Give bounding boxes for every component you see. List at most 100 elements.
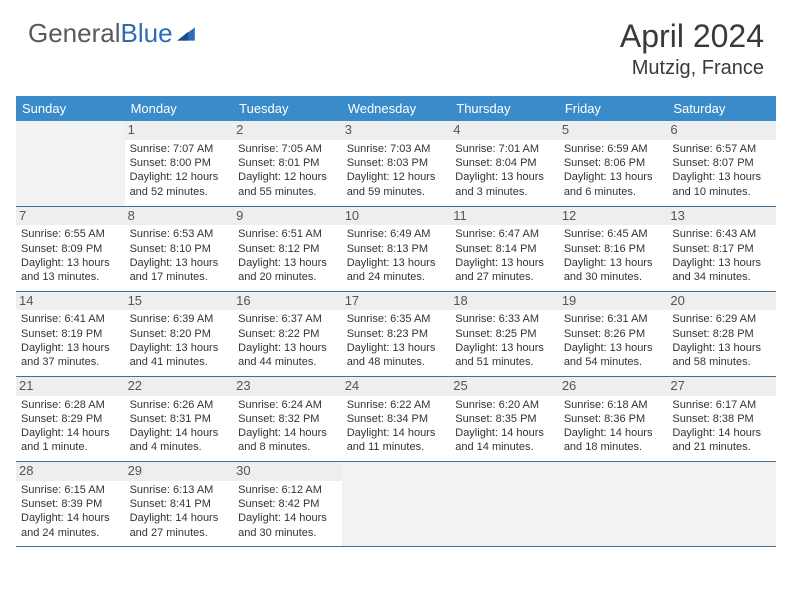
calendar-day-cell: 8Sunrise: 6:53 AMSunset: 8:10 PMDaylight…	[125, 206, 234, 291]
sunset-line: Sunset: 8:20 PM	[130, 327, 229, 341]
calendar-day-cell: 5Sunrise: 6:59 AMSunset: 8:06 PMDaylight…	[559, 121, 668, 206]
calendar-day-cell: 18Sunrise: 6:33 AMSunset: 8:25 PMDayligh…	[450, 291, 559, 376]
day-number: 2	[233, 121, 342, 140]
sunrise-line: Sunrise: 6:33 AM	[455, 312, 554, 326]
day-header: Tuesday	[233, 96, 342, 121]
day-number: 15	[125, 292, 234, 311]
day-number: 1	[125, 121, 234, 140]
sunset-line: Sunset: 8:38 PM	[672, 412, 771, 426]
calendar-day-cell: 19Sunrise: 6:31 AMSunset: 8:26 PMDayligh…	[559, 291, 668, 376]
daylight-line: Daylight: 13 hours and 27 minutes.	[455, 256, 554, 285]
day-header: Saturday	[667, 96, 776, 121]
calendar-day-cell: 24Sunrise: 6:22 AMSunset: 8:34 PMDayligh…	[342, 376, 451, 461]
calendar-day-cell: 13Sunrise: 6:43 AMSunset: 8:17 PMDayligh…	[667, 206, 776, 291]
day-number: 16	[233, 292, 342, 311]
calendar-day-cell: 10Sunrise: 6:49 AMSunset: 8:13 PMDayligh…	[342, 206, 451, 291]
daylight-line: Daylight: 14 hours and 8 minutes.	[238, 426, 337, 455]
sunrise-line: Sunrise: 6:29 AM	[672, 312, 771, 326]
daylight-line: Daylight: 13 hours and 24 minutes.	[347, 256, 446, 285]
logo: GeneralBlue	[28, 18, 197, 49]
daylight-line: Daylight: 14 hours and 18 minutes.	[564, 426, 663, 455]
sunset-line: Sunset: 8:16 PM	[564, 242, 663, 256]
logo-word2: Blue	[121, 18, 173, 48]
sunset-line: Sunset: 8:29 PM	[21, 412, 120, 426]
day-number: 3	[342, 121, 451, 140]
calendar-day-cell: 6Sunrise: 6:57 AMSunset: 8:07 PMDaylight…	[667, 121, 776, 206]
sunset-line: Sunset: 8:32 PM	[238, 412, 337, 426]
header: GeneralBlue April 2024 Mutzig, France	[0, 0, 792, 90]
calendar-week-row: 1Sunrise: 7:07 AMSunset: 8:00 PMDaylight…	[16, 121, 776, 206]
sunset-line: Sunset: 8:36 PM	[564, 412, 663, 426]
sunrise-line: Sunrise: 6:41 AM	[21, 312, 120, 326]
location: Mutzig, France	[620, 57, 764, 80]
sunset-line: Sunset: 8:13 PM	[347, 242, 446, 256]
calendar-empty-cell	[559, 461, 668, 546]
daylight-line: Daylight: 12 hours and 52 minutes.	[130, 170, 229, 199]
logo-triangle-icon	[175, 23, 197, 45]
daylight-line: Daylight: 12 hours and 59 minutes.	[347, 170, 446, 199]
sunset-line: Sunset: 8:39 PM	[21, 497, 120, 511]
day-header: Thursday	[450, 96, 559, 121]
calendar-day-cell: 20Sunrise: 6:29 AMSunset: 8:28 PMDayligh…	[667, 291, 776, 376]
calendar-day-cell: 4Sunrise: 7:01 AMSunset: 8:04 PMDaylight…	[450, 121, 559, 206]
sunset-line: Sunset: 8:28 PM	[672, 327, 771, 341]
calendar-empty-cell	[667, 461, 776, 546]
day-number: 27	[667, 377, 776, 396]
daylight-line: Daylight: 13 hours and 58 minutes.	[672, 341, 771, 370]
sunrise-line: Sunrise: 6:15 AM	[21, 483, 120, 497]
sunset-line: Sunset: 8:41 PM	[130, 497, 229, 511]
sunset-line: Sunset: 8:31 PM	[130, 412, 229, 426]
daylight-line: Daylight: 13 hours and 17 minutes.	[130, 256, 229, 285]
daylight-line: Daylight: 14 hours and 21 minutes.	[672, 426, 771, 455]
sunrise-line: Sunrise: 7:01 AM	[455, 142, 554, 156]
sunset-line: Sunset: 8:17 PM	[672, 242, 771, 256]
day-number: 26	[559, 377, 668, 396]
sunset-line: Sunset: 8:04 PM	[455, 156, 554, 170]
daylight-line: Daylight: 13 hours and 34 minutes.	[672, 256, 771, 285]
daylight-line: Daylight: 14 hours and 1 minute.	[21, 426, 120, 455]
calendar-day-cell: 11Sunrise: 6:47 AMSunset: 8:14 PMDayligh…	[450, 206, 559, 291]
day-number: 23	[233, 377, 342, 396]
daylight-line: Daylight: 14 hours and 11 minutes.	[347, 426, 446, 455]
daylight-line: Daylight: 14 hours and 4 minutes.	[130, 426, 229, 455]
calendar-day-cell: 26Sunrise: 6:18 AMSunset: 8:36 PMDayligh…	[559, 376, 668, 461]
sunrise-line: Sunrise: 6:45 AM	[564, 227, 663, 241]
sunrise-line: Sunrise: 6:53 AM	[130, 227, 229, 241]
daylight-line: Daylight: 12 hours and 55 minutes.	[238, 170, 337, 199]
calendar-week-row: 21Sunrise: 6:28 AMSunset: 8:29 PMDayligh…	[16, 376, 776, 461]
daylight-line: Daylight: 13 hours and 54 minutes.	[564, 341, 663, 370]
day-number: 25	[450, 377, 559, 396]
sunset-line: Sunset: 8:42 PM	[238, 497, 337, 511]
calendar-day-cell: 23Sunrise: 6:24 AMSunset: 8:32 PMDayligh…	[233, 376, 342, 461]
calendar-day-cell: 27Sunrise: 6:17 AMSunset: 8:38 PMDayligh…	[667, 376, 776, 461]
sunrise-line: Sunrise: 6:13 AM	[130, 483, 229, 497]
day-number: 29	[125, 462, 234, 481]
day-number: 11	[450, 207, 559, 226]
calendar-empty-cell	[16, 121, 125, 206]
sunset-line: Sunset: 8:14 PM	[455, 242, 554, 256]
calendar-day-cell: 7Sunrise: 6:55 AMSunset: 8:09 PMDaylight…	[16, 206, 125, 291]
calendar-day-cell: 9Sunrise: 6:51 AMSunset: 8:12 PMDaylight…	[233, 206, 342, 291]
day-number: 30	[233, 462, 342, 481]
sunset-line: Sunset: 8:07 PM	[672, 156, 771, 170]
daylight-line: Daylight: 13 hours and 30 minutes.	[564, 256, 663, 285]
sunset-line: Sunset: 8:06 PM	[564, 156, 663, 170]
day-number: 10	[342, 207, 451, 226]
day-number: 5	[559, 121, 668, 140]
sunrise-line: Sunrise: 6:43 AM	[672, 227, 771, 241]
daylight-line: Daylight: 14 hours and 14 minutes.	[455, 426, 554, 455]
sunset-line: Sunset: 8:01 PM	[238, 156, 337, 170]
sunset-line: Sunset: 8:26 PM	[564, 327, 663, 341]
calendar-day-cell: 28Sunrise: 6:15 AMSunset: 8:39 PMDayligh…	[16, 461, 125, 546]
calendar-day-cell: 15Sunrise: 6:39 AMSunset: 8:20 PMDayligh…	[125, 291, 234, 376]
day-number: 21	[16, 377, 125, 396]
calendar-day-cell: 29Sunrise: 6:13 AMSunset: 8:41 PMDayligh…	[125, 461, 234, 546]
calendar-header-row: SundayMondayTuesdayWednesdayThursdayFrid…	[16, 96, 776, 121]
day-number: 9	[233, 207, 342, 226]
sunset-line: Sunset: 8:00 PM	[130, 156, 229, 170]
day-number: 13	[667, 207, 776, 226]
calendar-day-cell: 17Sunrise: 6:35 AMSunset: 8:23 PMDayligh…	[342, 291, 451, 376]
daylight-line: Daylight: 13 hours and 6 minutes.	[564, 170, 663, 199]
calendar-week-row: 14Sunrise: 6:41 AMSunset: 8:19 PMDayligh…	[16, 291, 776, 376]
calendar-day-cell: 25Sunrise: 6:20 AMSunset: 8:35 PMDayligh…	[450, 376, 559, 461]
